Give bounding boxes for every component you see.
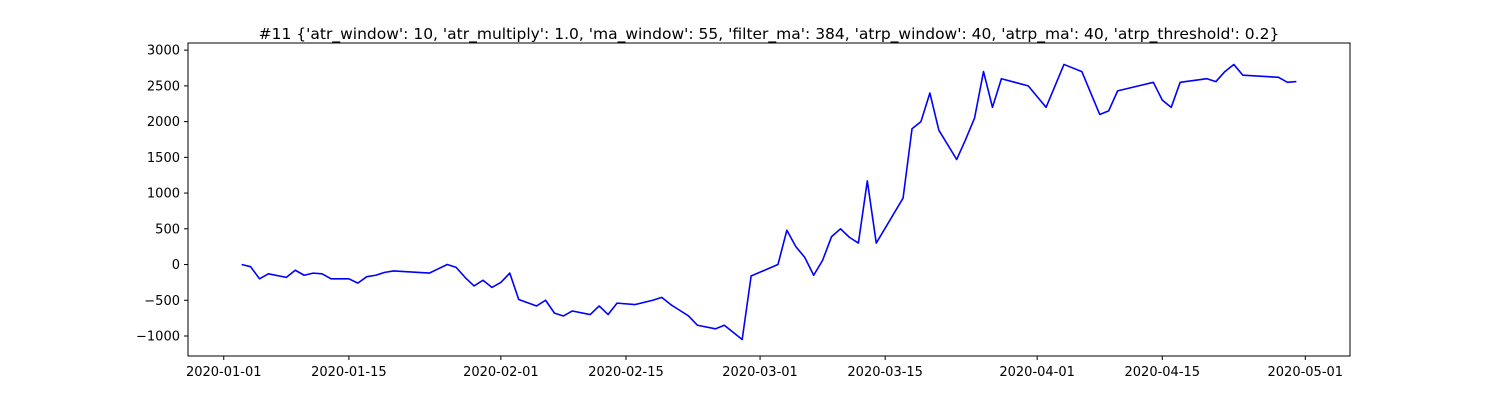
x-tick-label: 2020-05-01 [1268, 365, 1344, 380]
x-tick-label: 2020-01-01 [186, 365, 262, 380]
plot-frame [187, 42, 1351, 357]
y-tick-label: 3000 [147, 44, 180, 59]
y-tick-label: 1500 [147, 151, 180, 166]
y-tick-label: −500 [144, 294, 180, 309]
x-tick-label: 2020-03-01 [722, 365, 798, 380]
y-tick-label: 500 [155, 222, 180, 237]
x-tick-label: 2020-01-15 [311, 365, 387, 380]
y-tick-label: 1000 [147, 187, 180, 202]
x-tick-label: 2020-04-01 [999, 365, 1075, 380]
line-series [241, 63, 1297, 341]
x-tick-label: 2020-02-01 [463, 365, 539, 380]
x-tick-label: 2020-03-15 [847, 365, 923, 380]
y-tick-label: 0 [172, 258, 180, 273]
x-tick-label: 2020-04-15 [1125, 365, 1201, 380]
chart-title: #11 {'atr_window': 10, 'atr_multiply': 1… [259, 25, 1280, 44]
y-tick-label: 2000 [147, 115, 180, 130]
y-tick-label: 2500 [147, 79, 180, 94]
x-tick-label: 2020-02-15 [588, 365, 664, 380]
y-tick-label: −1000 [136, 329, 180, 344]
